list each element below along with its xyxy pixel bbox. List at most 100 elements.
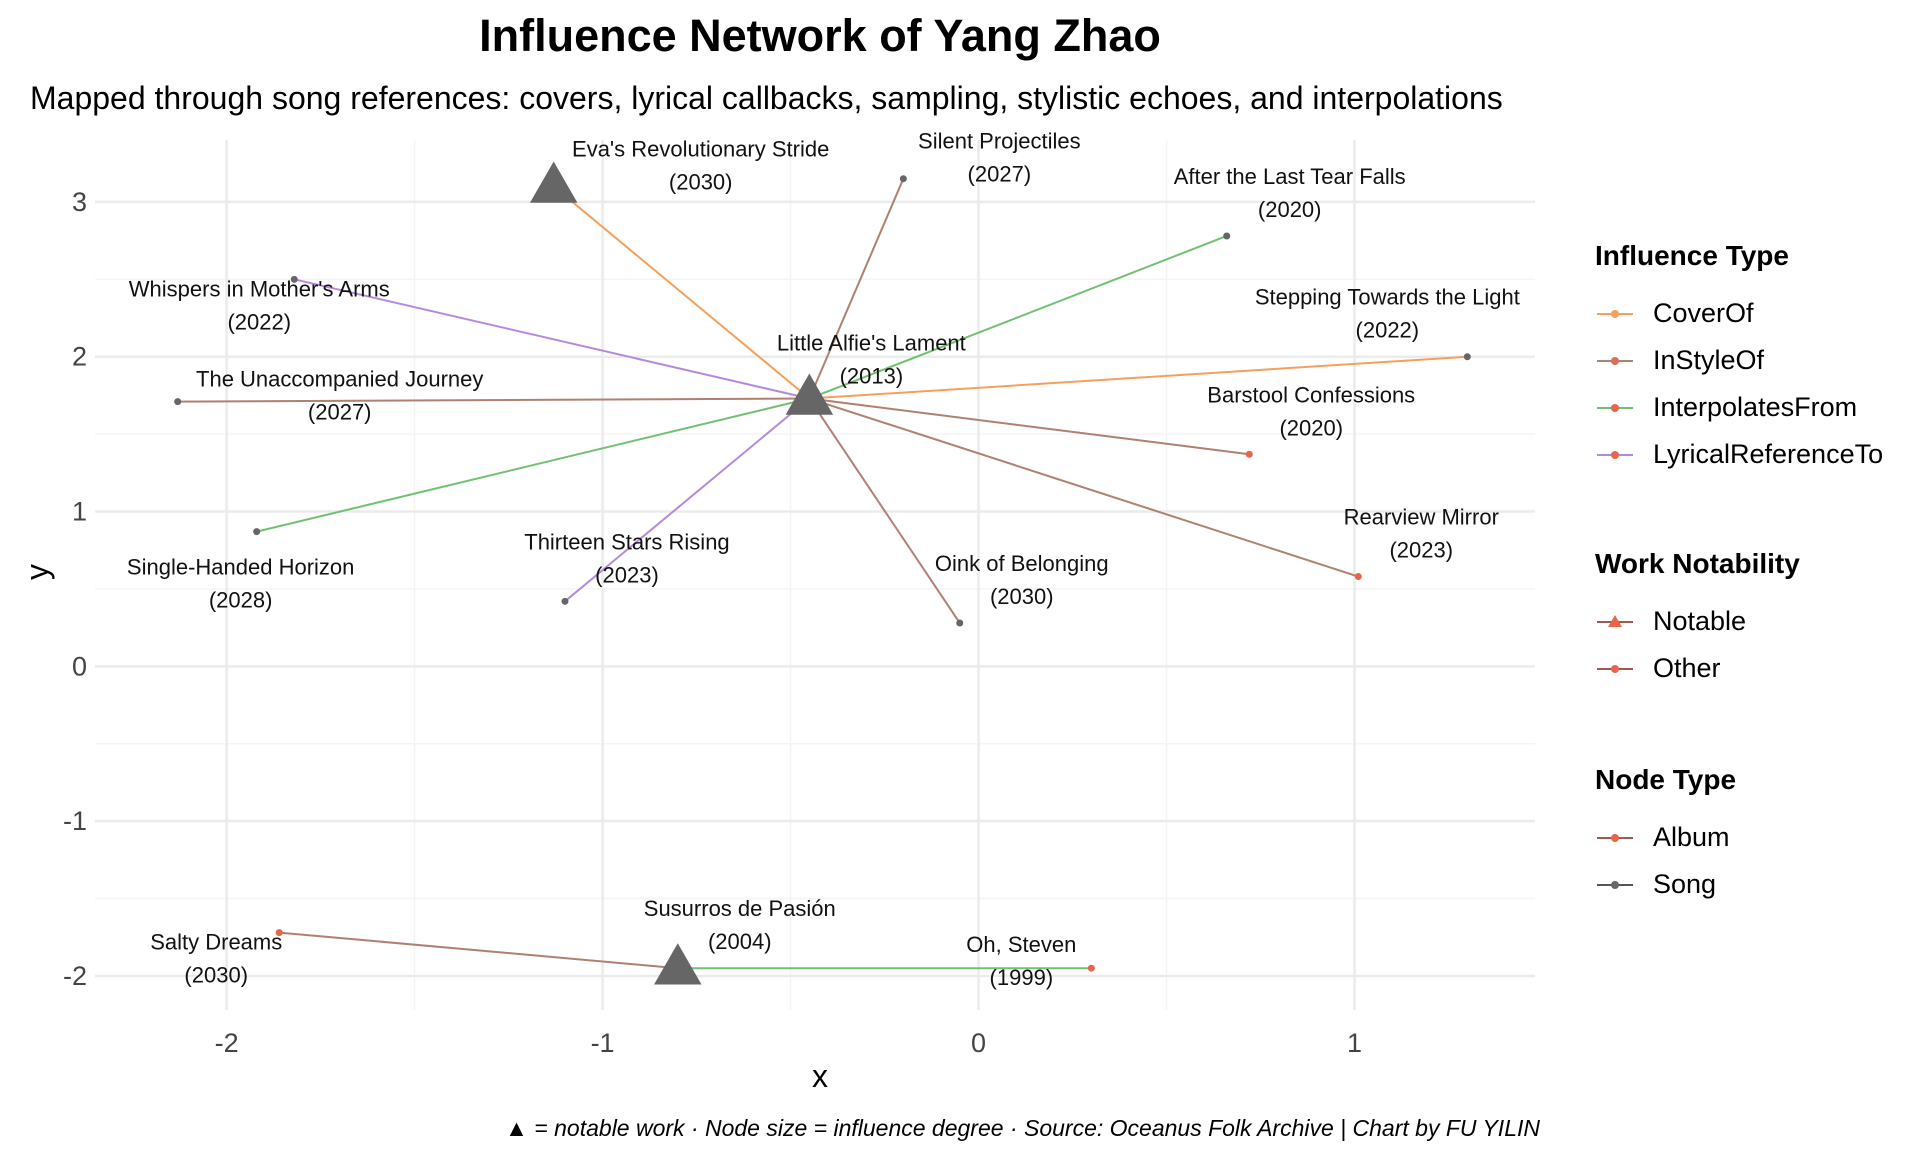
y-tick-label: 1 xyxy=(72,497,87,527)
node-label-alfie: Little Alfie's Lament xyxy=(777,331,966,356)
node-label-whispers: Whispers in Mother's Arms xyxy=(129,276,390,301)
node-label-lasttear: After the Last Tear Falls xyxy=(1174,164,1406,189)
node-year-barstool: (2020) xyxy=(1279,415,1343,440)
node-year-susurros: (2004) xyxy=(708,929,772,954)
edge-alfie-silent xyxy=(808,178,905,399)
edge-alfie-lasttear xyxy=(808,235,1228,400)
node-label-eva: Eva's Revolutionary Stride xyxy=(572,136,829,161)
node-label-salty: Salty Dreams xyxy=(150,930,282,955)
legend-key-album xyxy=(1597,833,1633,842)
node-lasttear[interactable] xyxy=(1223,232,1231,240)
legend-key-instyleof xyxy=(1597,356,1633,365)
node-label-oh: Oh, Steven xyxy=(966,932,1076,957)
network-chart: Little Alfie's Lament (2013) Eva's Revolut… xyxy=(19,129,1535,1094)
legend-item-lyricalreferenceto: LyricalReferenceTo xyxy=(1595,431,1883,478)
edge-alfie-single xyxy=(256,397,810,533)
node-oink[interactable] xyxy=(956,619,964,627)
chart-title: Influence Network of Yang Zhao xyxy=(479,10,1161,61)
node-year-rearview: (2023) xyxy=(1389,538,1453,563)
legend-work-notability: Work Notability Notable Other xyxy=(1595,548,1800,692)
node-eva[interactable] xyxy=(529,161,578,203)
x-tick-label: -2 xyxy=(215,1028,239,1058)
legend-label: CoverOf xyxy=(1653,298,1754,328)
axis-ticks: -2 -1 0 1 -2 -1 0 1 2 3 xyxy=(63,187,1362,1058)
legend-label: LyricalReferenceTo xyxy=(1653,439,1884,469)
node-susurros[interactable] xyxy=(654,943,702,985)
node-rearview[interactable] xyxy=(1354,573,1362,581)
node-whispers[interactable] xyxy=(290,275,298,283)
legend-node-type: Node Type Album Song xyxy=(1595,764,1736,908)
node-year-stepping: (2022) xyxy=(1356,318,1420,343)
node-label-single: Single-Handed Horizon xyxy=(127,555,354,580)
y-tick-label: 3 xyxy=(72,187,87,217)
node-year-silent: (2027) xyxy=(968,162,1032,187)
legend-item-notable: Notable xyxy=(1595,598,1800,645)
node-label-stepping: Stepping Towards the Light xyxy=(1255,285,1520,310)
label-layer: Little Alfie's Lament (2013) Eva's Revolut… xyxy=(127,129,1520,991)
node-oh[interactable] xyxy=(1087,964,1095,972)
legend-influence-title: Influence Type xyxy=(1595,240,1789,271)
node-year-oink: (2030) xyxy=(990,584,1054,609)
node-label-rearview: Rearview Mirror xyxy=(1344,505,1499,530)
legend-key-song xyxy=(1597,880,1633,889)
legend-label: Notable xyxy=(1653,606,1747,636)
legend-key-coverof xyxy=(1597,309,1633,318)
node-year-salty: (2030) xyxy=(184,963,248,988)
legend-label: InterpolatesFrom xyxy=(1653,392,1858,422)
node-year-alfie: (2013) xyxy=(840,364,904,389)
node-year-thirteen: (2023) xyxy=(595,562,659,587)
node-label-susurros: Susurros de Pasión xyxy=(644,896,836,921)
legend-item-other: Other xyxy=(1595,645,1800,692)
x-tick-label: -1 xyxy=(591,1028,615,1058)
node-year-single: (2028) xyxy=(209,588,273,613)
x-tick-label: 1 xyxy=(1347,1028,1362,1058)
node-year-unaccomp: (2027) xyxy=(308,400,372,425)
legend-influence-type: Influence Type CoverOf InStyleOf Interpo… xyxy=(1595,240,1883,478)
legend-label: InStyleOf xyxy=(1653,345,1765,375)
node-barstool[interactable] xyxy=(1245,450,1253,458)
legend-label: Album xyxy=(1653,822,1730,852)
y-axis-label: y xyxy=(19,564,55,580)
node-stepping[interactable] xyxy=(1463,353,1471,361)
edge-alfie-rearview xyxy=(809,397,1359,578)
x-tick-label: 0 xyxy=(971,1028,986,1058)
legend-item-interpolatesfrom: InterpolatesFrom xyxy=(1595,384,1883,431)
chart-subtitle: Mapped through song references: covers, … xyxy=(30,80,1503,116)
edge-alfie-unaccomp xyxy=(177,397,810,403)
node-year-lasttear: (2020) xyxy=(1258,197,1322,222)
edge-alfie-eva xyxy=(553,185,810,400)
node-silent[interactable] xyxy=(899,175,907,183)
legend-key-other xyxy=(1597,664,1633,673)
legend-item-instyleof: InStyleOf xyxy=(1595,337,1883,384)
legend-label: Song xyxy=(1653,869,1717,899)
edge-alfie-barstool xyxy=(809,397,1250,456)
node-alfie[interactable] xyxy=(785,373,834,415)
edge-susurros-salty xyxy=(279,931,678,970)
legend-item-album: Album xyxy=(1595,814,1736,861)
legend-item-coverof: CoverOf xyxy=(1595,290,1883,337)
node-label-barstool: Barstool Confessions xyxy=(1207,382,1415,407)
node-year-oh: (1999) xyxy=(990,965,1054,990)
legend-key-interpolatesfrom xyxy=(1597,403,1633,412)
y-tick-label: -2 xyxy=(63,961,87,991)
node-unaccomp[interactable] xyxy=(174,398,182,406)
node-label-silent: Silent Projectiles xyxy=(918,129,1081,154)
node-year-eva: (2030) xyxy=(669,169,733,194)
legend-label: Other xyxy=(1653,653,1721,683)
node-salty[interactable] xyxy=(275,929,283,937)
y-tick-label: 2 xyxy=(72,342,87,372)
legend-key-notable xyxy=(1597,614,1633,627)
legend-notability-title: Work Notability xyxy=(1595,548,1800,579)
edge-alfie-thirteen xyxy=(564,397,810,603)
legend-nodetype-title: Node Type xyxy=(1595,764,1737,795)
legend-item-song: Song xyxy=(1595,861,1736,908)
legend-key-lyricalreferenceto xyxy=(1597,450,1633,459)
edge-alfie-whispers xyxy=(294,278,810,400)
x-axis-label: x xyxy=(812,1058,828,1094)
node-label-unaccomp: The Unaccompanied Journey xyxy=(196,367,483,392)
edge-layer xyxy=(177,178,1468,970)
node-label-oink: Oink of Belonging xyxy=(935,551,1109,576)
node-thirteen[interactable] xyxy=(561,597,569,605)
node-single[interactable] xyxy=(253,528,261,536)
node-year-whispers: (2022) xyxy=(227,309,291,334)
